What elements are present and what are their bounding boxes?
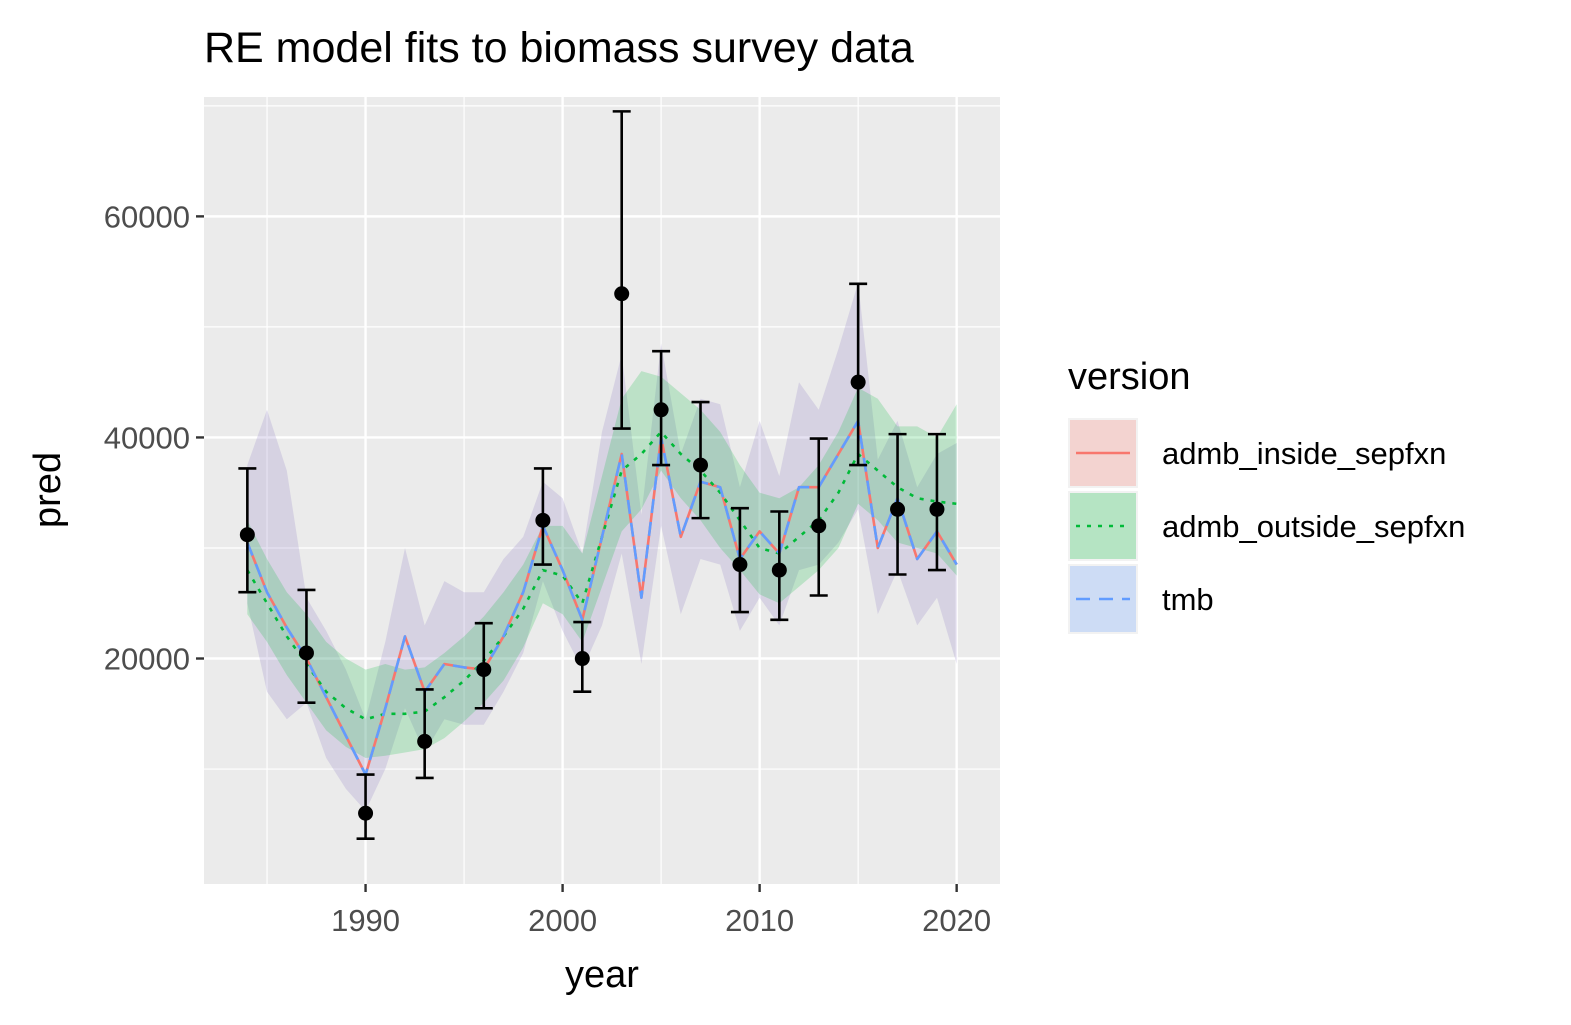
observation-2005 <box>652 349 671 467</box>
ribbon-admb_inside_sepfxn <box>247 282 957 811</box>
axis-layer: 1990 2000 2010 2020 20000 40000 60000 <box>104 199 991 938</box>
observation-point <box>850 374 866 390</box>
y-tick-label: 20000 <box>104 642 190 677</box>
observation-2003 <box>612 110 631 430</box>
observation-point <box>929 501 945 517</box>
x-tick-label: 2020 <box>922 903 991 938</box>
y-tick-label: 40000 <box>104 420 190 455</box>
observation-point <box>732 557 748 573</box>
observation-point <box>239 527 255 543</box>
observation-point <box>298 645 314 661</box>
legend-item-admb_inside_sepfxn: admb_inside_sepfxn <box>1068 418 1446 488</box>
observation-2011 <box>770 510 789 622</box>
observation-2009 <box>730 506 749 614</box>
x-axis-title: year <box>565 954 639 996</box>
legend-item-tmb: tmb <box>1068 564 1214 634</box>
observation-point <box>614 286 630 302</box>
grid-layer <box>204 97 1000 884</box>
y-axis-title: pred <box>27 452 69 528</box>
observation-1984 <box>238 467 257 594</box>
observation-point <box>811 518 827 534</box>
legend-label: admb_outside_sepfxn <box>1162 509 1465 544</box>
plot-panel <box>204 97 1000 884</box>
observation-point <box>574 651 590 667</box>
y-tick-label: 60000 <box>104 199 190 234</box>
observation-1993 <box>415 688 434 780</box>
legend-label: tmb <box>1162 582 1214 617</box>
legend-title: version <box>1068 356 1191 398</box>
x-tick-label: 2010 <box>725 903 794 938</box>
observation-point <box>535 512 551 528</box>
x-tick-label: 2000 <box>528 903 597 938</box>
x-tick-label: 1990 <box>331 903 400 938</box>
legend: version admb_inside_sepfxn admb_outside_s… <box>1068 356 1465 634</box>
observation-point <box>476 662 492 678</box>
observation-1999 <box>533 467 552 566</box>
observation-1996 <box>474 621 493 710</box>
legend-label: admb_inside_sepfxn <box>1162 436 1446 471</box>
observation-point <box>653 402 669 418</box>
observation-layer <box>238 110 946 840</box>
observation-2001 <box>573 620 592 693</box>
ribbon-admb_outside_sepfxn <box>247 371 957 758</box>
observation-2017 <box>888 432 907 576</box>
observation-point <box>358 805 374 821</box>
observation-1987 <box>297 588 316 705</box>
legend-item-admb_outside_sepfxn: admb_outside_sepfxn <box>1068 491 1465 561</box>
legend-key-fill <box>1070 493 1136 559</box>
observation-2019 <box>927 432 946 572</box>
observation-2013 <box>809 437 828 597</box>
observation-1990 <box>356 773 375 840</box>
ribbon-layer <box>247 282 957 811</box>
observation-point <box>417 733 433 749</box>
observation-point <box>693 457 709 473</box>
chart-title: RE model fits to biomass survey data <box>204 24 914 72</box>
observation-2007 <box>691 400 710 520</box>
observation-2015 <box>849 282 868 467</box>
observation-point <box>890 501 906 517</box>
observation-point <box>771 562 787 578</box>
